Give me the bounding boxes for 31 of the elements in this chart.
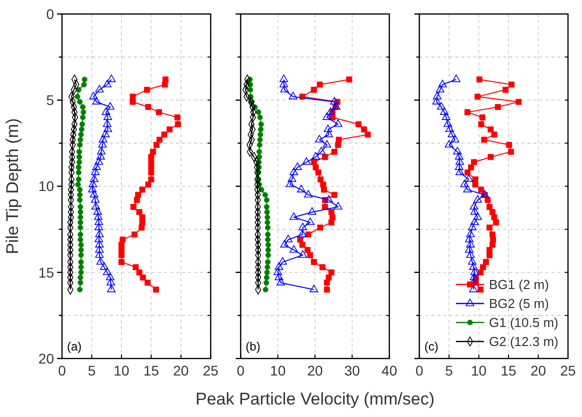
x-tick-label: 20 <box>530 362 546 378</box>
legend-label: BG2 (5 m) <box>489 296 549 312</box>
x-tick-label: 30 <box>344 362 360 378</box>
x-tick-label: 10 <box>114 362 130 378</box>
annotation: (c) <box>424 340 438 354</box>
y-tick-label: 20 <box>38 350 54 366</box>
x-tick-label: 0 <box>58 362 66 378</box>
x-tick-label: 20 <box>307 362 323 378</box>
x-tick-label: 15 <box>143 362 160 378</box>
y-tick-label: 15 <box>38 264 54 280</box>
y-tick-label: 10 <box>38 178 54 194</box>
x-tick-label: 10 <box>270 362 286 378</box>
x-tick-label: 25 <box>202 362 219 378</box>
y-tick-label: 0 <box>46 6 54 22</box>
annotation: (a) <box>67 340 82 354</box>
legend-label: BG1 (2 m) <box>489 277 549 292</box>
y-axis-title: Pile Tip Depth (m) <box>3 118 22 254</box>
y-tick-label: 5 <box>46 92 54 108</box>
x-tick-label: 20 <box>173 362 189 378</box>
x-tick-label: 10 <box>471 362 487 378</box>
x-tick-label: 15 <box>500 362 517 378</box>
x-axis-title: Peak Particle Velocity (mm/sec) <box>195 390 435 408</box>
x-tick-label: 5 <box>88 362 96 378</box>
x-tick-label: 5 <box>445 362 454 378</box>
x-tick-label: 40 <box>382 362 398 378</box>
annotation: (b) <box>246 340 260 354</box>
legend-label: G2 (12.3 m) <box>489 334 558 350</box>
x-tick-label: 0 <box>415 362 424 378</box>
x-tick-label: 25 <box>560 362 576 378</box>
legend-label: G1 (10.5 m) <box>489 315 558 330</box>
x-tick-label: 0 <box>236 362 245 378</box>
